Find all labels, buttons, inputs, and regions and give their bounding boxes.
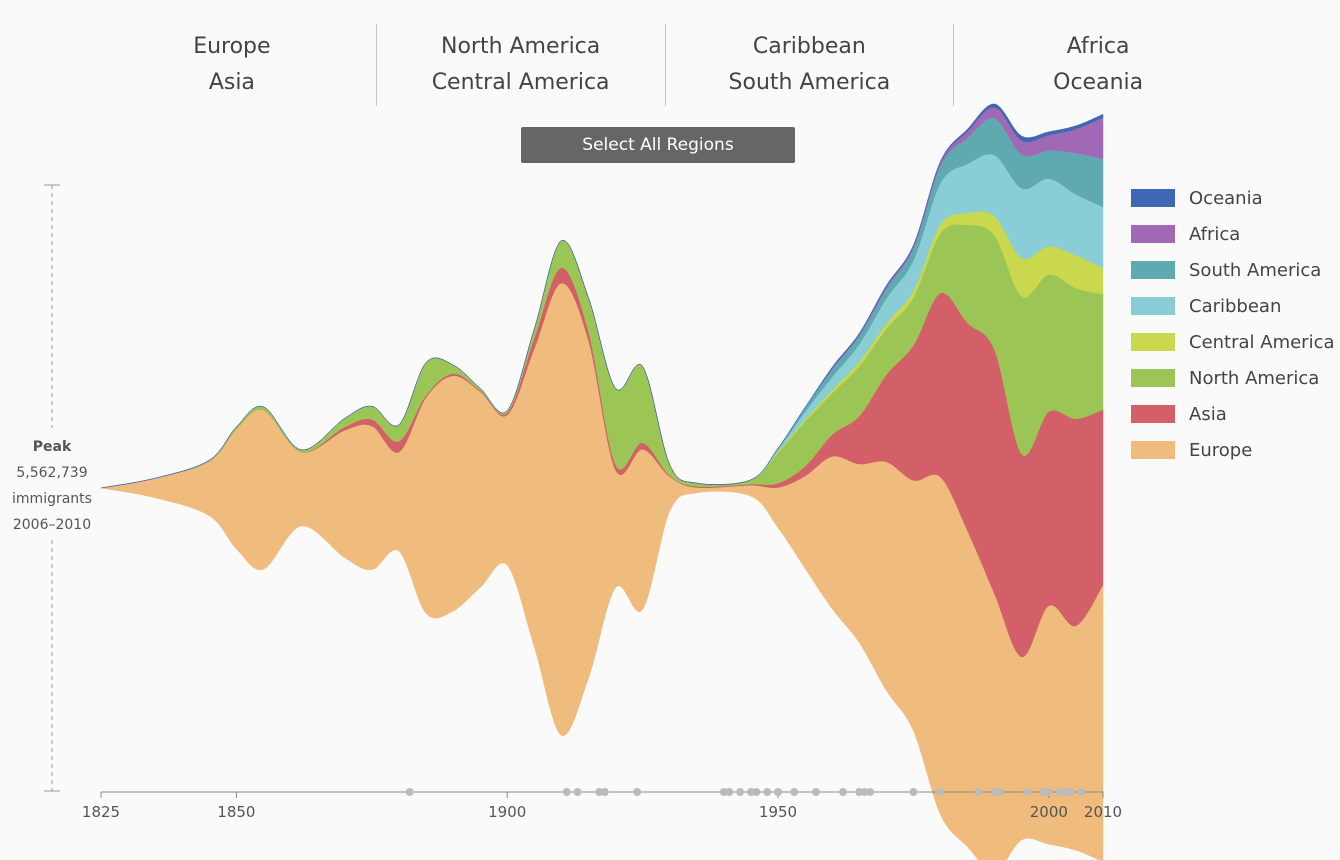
x-axis: 1825 1850 1900 1950 2000 2010 bbox=[82, 788, 1122, 821]
legend-item-asia[interactable]: Asia bbox=[1131, 396, 1335, 432]
peak-period: 2006–2010 bbox=[12, 517, 92, 533]
region-button-south-america[interactable]: South America bbox=[728, 70, 891, 95]
timeline-marker-2000[interactable] bbox=[1044, 788, 1053, 796]
timeline-marker-1957[interactable] bbox=[811, 788, 820, 796]
legend-item-africa[interactable]: Africa bbox=[1131, 216, 1335, 252]
region-column: Caribbean South America bbox=[666, 24, 955, 106]
legend-item-south-america[interactable]: South America bbox=[1131, 252, 1335, 288]
region-button-caribbean[interactable]: Caribbean bbox=[752, 34, 866, 59]
timeline-marker-1996[interactable] bbox=[1023, 788, 1032, 796]
timeline-marker-1924[interactable] bbox=[633, 788, 642, 796]
timeline-marker-1987[interactable] bbox=[974, 788, 983, 796]
region-column: Africa Oceania bbox=[954, 24, 1242, 106]
legend-swatch-caribbean bbox=[1131, 297, 1175, 315]
x-tick-label-1900: 1900 bbox=[488, 803, 526, 821]
legend-label-africa: Africa bbox=[1189, 223, 1241, 245]
x-tick-label-2010: 2010 bbox=[1084, 803, 1122, 821]
timeline-marker-1975[interactable] bbox=[909, 788, 918, 796]
timeline-marker-1953[interactable] bbox=[790, 788, 799, 796]
region-button-europe[interactable]: Europe bbox=[193, 34, 271, 59]
timeline-marker-1991[interactable] bbox=[996, 788, 1005, 796]
timeline-marker-1918[interactable] bbox=[600, 788, 609, 796]
timeline-marker-1911[interactable] bbox=[562, 788, 571, 796]
peak-unit: immigrants bbox=[12, 491, 92, 507]
legend-swatch-oceania bbox=[1131, 189, 1175, 207]
legend-item-central-america[interactable]: Central America bbox=[1131, 324, 1335, 360]
timeline-marker-1882[interactable] bbox=[405, 788, 414, 796]
legend-label-oceania: Oceania bbox=[1189, 187, 1263, 209]
legend-item-oceania[interactable]: Oceania bbox=[1131, 180, 1335, 216]
timeline-marker-1962[interactable] bbox=[839, 788, 848, 796]
legend-swatch-asia bbox=[1131, 405, 1175, 423]
legend-swatch-south-america bbox=[1131, 261, 1175, 279]
region-filter-bar: Europe Asia North America Central Americ… bbox=[88, 24, 1242, 106]
stream-layer-oceania bbox=[100, 103, 1104, 489]
legend-label-caribbean: Caribbean bbox=[1189, 295, 1282, 317]
legend-item-north-america[interactable]: North America bbox=[1131, 360, 1335, 396]
region-column: Europe Asia bbox=[88, 24, 377, 106]
y-range-indicator bbox=[44, 184, 60, 792]
legend-swatch-north-america bbox=[1131, 369, 1175, 387]
x-tick-label-2000: 2000 bbox=[1030, 803, 1068, 821]
region-button-asia[interactable]: Asia bbox=[208, 70, 255, 95]
legend-label-north-america: North America bbox=[1189, 367, 1320, 389]
stream-layers bbox=[100, 103, 1104, 860]
timeline-marker-1950[interactable] bbox=[774, 788, 783, 796]
region-button-central-america[interactable]: Central America bbox=[431, 70, 610, 95]
timeline-marker-1943[interactable] bbox=[736, 788, 745, 796]
peak-title: Peak bbox=[32, 439, 72, 455]
legend-label-asia: Asia bbox=[1189, 403, 1227, 425]
peak-value: 5,562,739 bbox=[16, 465, 88, 481]
select-all-regions-button[interactable]: Select All Regions bbox=[521, 127, 795, 163]
legend-item-caribbean[interactable]: Caribbean bbox=[1131, 288, 1335, 324]
region-column: North America Central America bbox=[377, 24, 666, 106]
legend-label-south-america: South America bbox=[1189, 259, 1322, 281]
timeline-marker-2006[interactable] bbox=[1077, 788, 1086, 796]
timeline-marker-1941[interactable] bbox=[725, 788, 734, 796]
timeline-marker-1946[interactable] bbox=[752, 788, 761, 796]
timeline-marker-1967[interactable] bbox=[866, 788, 875, 796]
timeline-marker-1913[interactable] bbox=[573, 788, 582, 796]
x-tick-label-1850: 1850 bbox=[217, 803, 255, 821]
chart-legend: Oceania Africa South America Caribbean Centr… bbox=[1131, 180, 1335, 468]
x-tick-label-1950: 1950 bbox=[759, 803, 797, 821]
region-button-oceania[interactable]: Oceania bbox=[1053, 70, 1144, 95]
legend-swatch-africa bbox=[1131, 225, 1175, 243]
legend-swatch-europe bbox=[1131, 441, 1175, 459]
timeline-marker-2004[interactable] bbox=[1066, 788, 1075, 796]
legend-swatch-central-america bbox=[1131, 333, 1175, 351]
timeline-marker-1980[interactable] bbox=[936, 788, 945, 796]
legend-label-europe: Europe bbox=[1189, 439, 1253, 461]
peak-annotation: Peak 5,562,739 immigrants 2006–2010 bbox=[0, 434, 104, 538]
legend-item-europe[interactable]: Europe bbox=[1131, 432, 1335, 468]
region-button-north-america[interactable]: North America bbox=[440, 34, 601, 59]
timeline-marker-1948[interactable] bbox=[763, 788, 772, 796]
x-tick-label-1825: 1825 bbox=[82, 803, 120, 821]
region-button-africa[interactable]: Africa bbox=[1066, 34, 1130, 59]
legend-label-central-america: Central America bbox=[1189, 331, 1335, 353]
